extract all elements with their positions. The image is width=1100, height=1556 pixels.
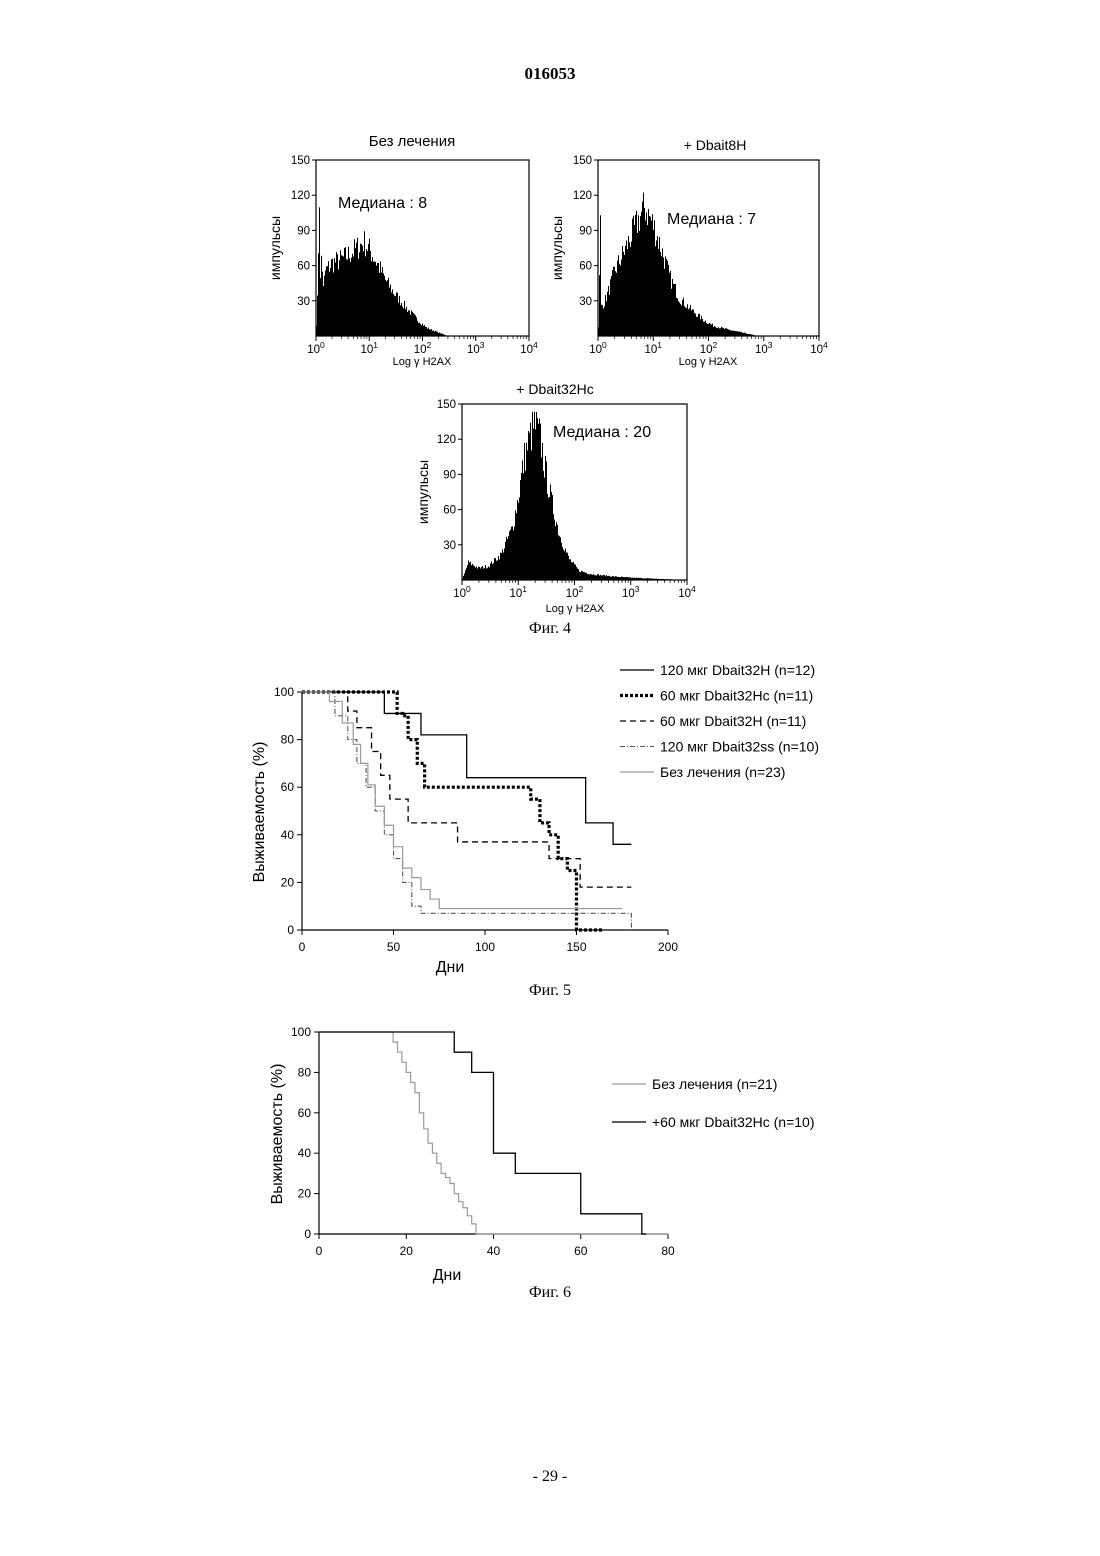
page-number: - 29 -	[0, 1468, 1100, 1486]
legend-label: +60 мкг Dbait32Hc (n=10)	[652, 1114, 815, 1130]
series-line-1	[319, 1032, 646, 1234]
x-axis-label: Дни	[433, 1267, 462, 1284]
figure-6-caption: Фиг. 6	[0, 1284, 1100, 1302]
x-tick-label: 0	[316, 1244, 323, 1258]
y-tick-label: 80	[298, 1065, 312, 1079]
y-tick-label: 40	[298, 1146, 312, 1160]
y-axis-label: Выживаемость (%)	[269, 1064, 286, 1205]
x-tick-label: 60	[574, 1244, 588, 1258]
y-tick-label: 20	[298, 1187, 312, 1201]
y-tick-label: 60	[298, 1106, 312, 1120]
y-tick-label: 0	[304, 1227, 311, 1241]
legend-label: Без лечения (n=21)	[652, 1076, 777, 1092]
x-tick-label: 80	[661, 1244, 675, 1258]
y-tick-label: 100	[291, 1025, 311, 1039]
figure-6: 0 20 40 60 80 100 0 20 40 60 80 Без лечения (n=21) +…	[0, 0, 1100, 1310]
x-tick-label: 20	[400, 1244, 414, 1258]
x-tick-label: 40	[487, 1244, 501, 1258]
